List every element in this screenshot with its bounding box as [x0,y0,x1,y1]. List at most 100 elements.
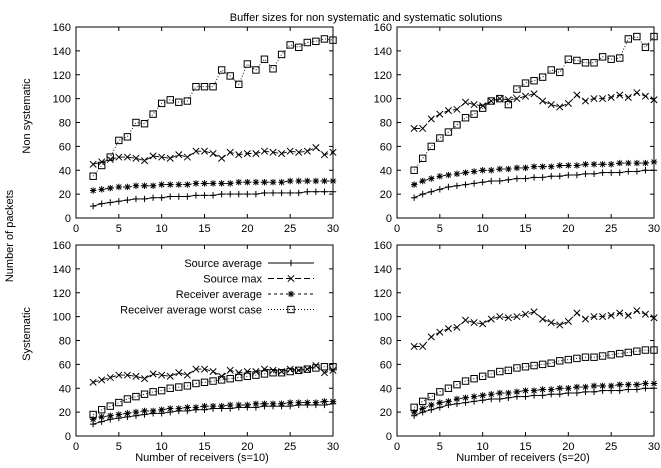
data-point [573,383,581,391]
data-point [106,155,114,164]
data-point [487,97,495,105]
data-point [521,79,530,87]
data-point [633,32,641,41]
data-point [269,366,277,374]
data-point [419,405,426,412]
data-point [547,359,555,367]
series-plus [410,385,658,419]
data-point [505,165,512,173]
data-point [573,162,581,169]
data-point [269,189,277,197]
y-tick-label: 80 [59,118,71,130]
x-tick-label: 25 [605,441,617,453]
x-tick-label: 15 [519,223,531,235]
data-point [539,174,546,181]
series-asterisk [89,177,337,194]
data-point [149,370,157,378]
data-point [192,404,200,411]
data-point [269,65,277,73]
data-point [252,149,260,158]
data-point [166,384,174,392]
data-point [470,168,478,175]
x-tick-label: 0 [73,223,79,235]
data-point [419,124,427,133]
data-point [278,178,285,186]
data-point [641,310,649,318]
data-point [140,375,149,383]
data-point [209,149,217,158]
data-point [539,97,547,105]
data-point [209,82,217,91]
data-point [539,392,546,399]
data-point [419,190,426,198]
y-tick-label: 120 [53,288,71,300]
data-point [140,390,149,398]
x-tick-label: 30 [648,441,660,453]
data-point [158,181,165,188]
data-point [556,162,563,169]
data-point [167,193,174,200]
row-label-systematic: Systematic [21,307,33,361]
data-point [436,388,444,396]
data-point [295,177,302,185]
data-point [427,115,435,123]
data-point [496,165,503,173]
data-point [321,398,328,405]
y-tick-label: 140 [374,264,392,276]
data-point [192,379,200,388]
data-point [445,171,452,179]
data-point [235,151,243,159]
data-point [496,395,503,403]
x-tick-label: 0 [73,441,79,453]
data-point [488,167,495,174]
data-point [269,148,277,156]
data-point [410,408,418,416]
y-tick-label: 140 [374,46,392,58]
data-point [641,346,650,354]
data-point [565,385,572,392]
data-point [470,393,478,400]
data-point [89,187,97,194]
data-point [209,377,217,385]
data-point [462,181,469,188]
data-point [547,101,555,109]
data-point [227,401,234,409]
x-tick-label: 5 [437,441,443,453]
data-point [132,154,140,162]
data-point [226,148,234,156]
data-point [513,85,521,93]
data-point [505,176,512,183]
y-tick-label: 80 [59,336,71,348]
data-point [607,169,615,176]
data-point [158,406,165,413]
plot-frame [396,26,655,219]
data-point [453,395,461,403]
data-point [261,178,268,186]
data-point [175,383,183,391]
x-tick-label: 15 [519,441,531,453]
legend-marker [287,305,295,314]
data-point [141,407,148,415]
data-point [175,151,183,159]
x-tick-label: 0 [394,223,400,235]
data-point [573,309,581,317]
data-point [320,151,328,159]
data-point [244,401,251,409]
data-point [303,365,311,373]
y-tick-label: 80 [380,336,392,348]
data-point [565,162,572,169]
data-point [209,402,217,410]
series-line [413,349,654,408]
data-point [321,188,328,195]
x-tick-label: 30 [327,441,339,453]
data-point [286,399,294,406]
data-point [590,382,598,390]
chart-panel-2: 0 5 10 15 20 25 30 0 20 40 60 80 100 120 140 160 [374,22,660,235]
data-point [243,149,251,158]
y-tick-label: 80 [380,118,392,130]
data-point [89,410,97,419]
data-point [269,178,277,186]
data-point [616,169,623,176]
data-point [573,56,581,65]
